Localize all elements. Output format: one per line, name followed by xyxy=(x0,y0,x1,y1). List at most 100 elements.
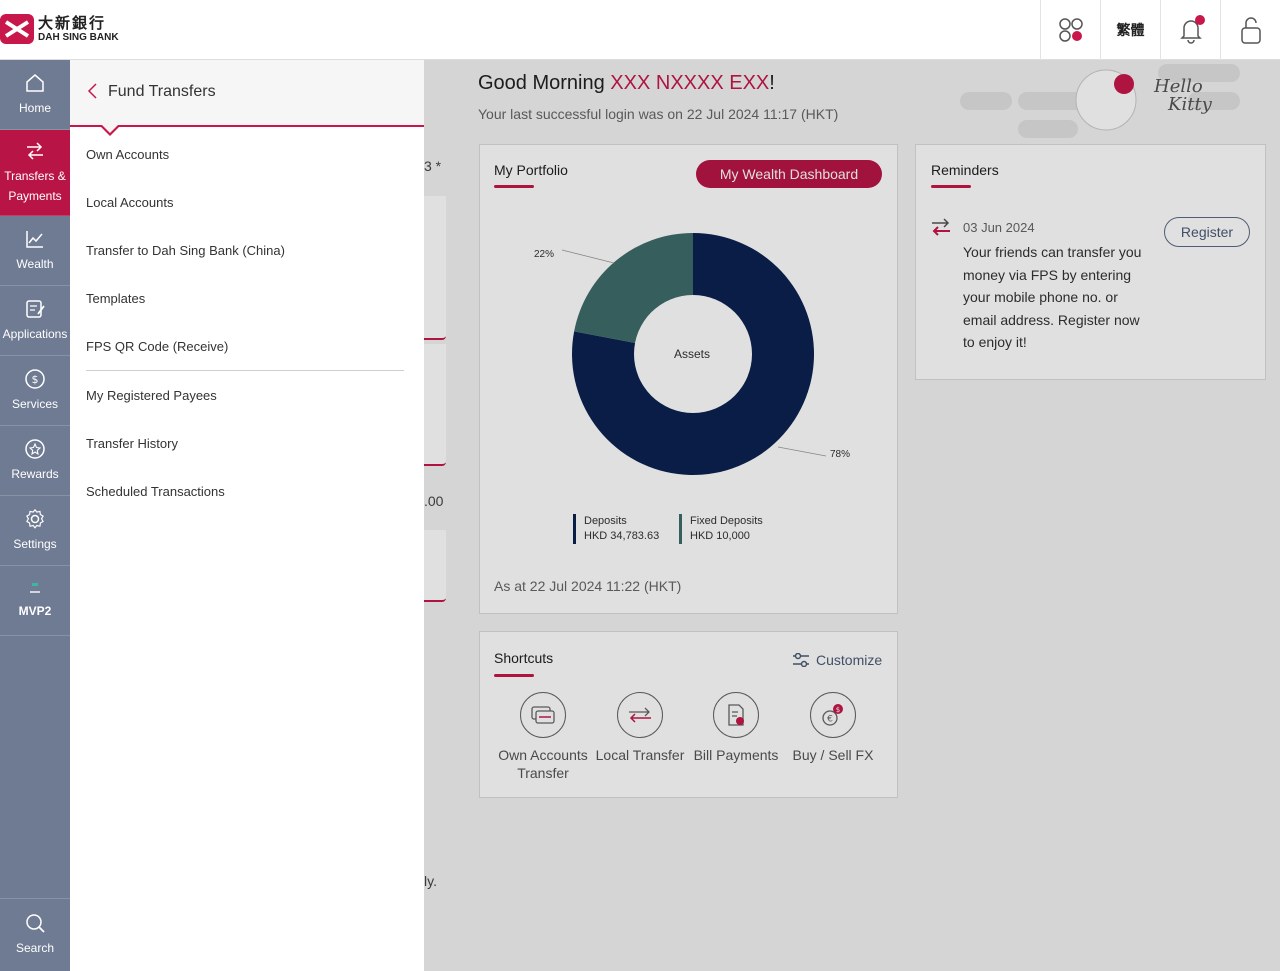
customer-name: XXX NXXXX EXX xyxy=(610,72,770,94)
reminders-card xyxy=(915,144,1266,380)
nav-label-home: Home xyxy=(18,100,51,115)
shortcuts-title: Shortcuts xyxy=(494,650,554,666)
customize-button[interactable]: Customize xyxy=(792,652,882,668)
fps-transfer-icon xyxy=(932,218,950,236)
portfolio-underline xyxy=(494,185,534,188)
legend-fixed-deposits-amount: HKD 10,000 xyxy=(690,530,750,542)
last-login: Your last successful login was on 22 Jul… xyxy=(478,106,839,122)
peek-card-3 xyxy=(424,530,446,602)
nav-item-applications[interactable]: Applications xyxy=(0,286,70,356)
peek-card-2 xyxy=(424,344,446,466)
search-icon xyxy=(26,914,45,933)
menu-scheduled-transactions[interactable]: Scheduled Transactions xyxy=(86,484,225,499)
donut-center-label: Assets xyxy=(674,347,710,361)
bank-logo[interactable]: 大新銀行 DAH SING BANK xyxy=(0,14,119,44)
mvp-icon xyxy=(30,582,40,593)
top-header: 大新銀行 DAH SING BANK 繁體 xyxy=(0,0,1280,60)
register-button[interactable]: Register xyxy=(1164,217,1250,247)
language-button[interactable]: 繁體 xyxy=(1100,0,1160,60)
slice-label-deposits: 78% xyxy=(830,449,850,460)
portfolio-title: My Portfolio xyxy=(494,162,568,178)
notifications-button[interactable] xyxy=(1160,0,1220,60)
nav-item-wealth[interactable]: Wealth xyxy=(0,216,70,286)
peek-card-1 xyxy=(424,196,446,340)
nav-item-mvp2[interactable]: MVP2 xyxy=(0,566,70,636)
apps-grid-icon xyxy=(1058,18,1083,42)
shortcut-bill-payments[interactable]: Bill Payments xyxy=(686,692,786,764)
nav-label-mvp2: MVP2 xyxy=(18,603,52,618)
nav-label-search: Search xyxy=(15,941,55,955)
star-icon xyxy=(25,438,45,459)
drawer-notch-inner xyxy=(102,125,118,133)
reminders-title: Reminders xyxy=(931,162,999,178)
home-icon xyxy=(26,73,44,92)
menu-own-accounts[interactable]: Own Accounts xyxy=(86,147,170,162)
portfolio-donut-chart: Assets 22% 78% xyxy=(534,233,850,475)
legend-deposits-amount: HKD 34,783.63 xyxy=(584,530,660,542)
bell-icon xyxy=(1179,15,1205,44)
legend-deposits: Deposits HKD 34,783.63 xyxy=(573,514,659,544)
left-nav: Home Transfers & Payments Wealth Applica… xyxy=(0,60,70,971)
reminder-text: Your friends can transfer you money via … xyxy=(963,244,1142,350)
greeting-suffix: ! xyxy=(769,72,775,94)
menu-local-accounts[interactable]: Local Accounts xyxy=(86,195,174,210)
shortcut-label: Local Transfer xyxy=(595,747,685,763)
menu-fps-qr-code[interactable]: FPS QR Code (Receive) xyxy=(86,339,229,354)
brand-chinese: 大新銀行 xyxy=(38,14,107,32)
nav-item-services[interactable]: $ Services xyxy=(0,356,70,426)
shortcut-buy-sell-fx[interactable]: € $ Buy / Sell FX xyxy=(783,692,883,764)
portfolio-as-of: As at 22 Jul 2024 11:22 (HKT) xyxy=(494,578,682,594)
customize-label: Customize xyxy=(816,652,883,668)
shortcut-label: Own Accounts Transfer xyxy=(498,747,588,781)
legend-deposits-name: Deposits xyxy=(584,515,627,527)
language-label: 繁體 xyxy=(1116,22,1145,38)
fund-transfers-drawer: Fund Transfers Own Accounts Local Accoun… xyxy=(70,60,424,971)
menu-divider xyxy=(86,370,404,371)
peek-text-a: 3 * xyxy=(424,158,442,174)
svg-text:$: $ xyxy=(836,706,840,714)
shortcut-label: Bill Payments xyxy=(693,747,779,763)
nav-item-transfers-payments[interactable]: Transfers & Payments xyxy=(0,130,70,216)
shortcut-label: Buy / Sell FX xyxy=(792,747,874,763)
chart-icon xyxy=(26,230,43,248)
svg-text:€: € xyxy=(827,715,833,725)
menu-transfer-history[interactable]: Transfer History xyxy=(86,436,178,451)
shortcut-local-transfer[interactable]: Local Transfer xyxy=(590,692,690,764)
reminders-underline xyxy=(931,185,971,188)
peek-text-b: .00 xyxy=(424,493,444,509)
logout-button[interactable] xyxy=(1220,0,1280,60)
dollar-icon: $ xyxy=(25,368,45,389)
logo-mark-icon xyxy=(0,14,34,44)
svg-text:$: $ xyxy=(32,373,39,386)
chevron-left-icon[interactable] xyxy=(86,82,100,100)
own-transfer-icon xyxy=(520,692,566,738)
wealth-dashboard-button[interactable]: My Wealth Dashboard xyxy=(696,160,882,188)
fx-icon: € $ xyxy=(810,692,856,738)
nav-item-rewards[interactable]: Rewards xyxy=(0,426,70,496)
menu-registered-payees[interactable]: My Registered Payees xyxy=(86,388,217,403)
slice-label-fixed-deposits: 22% xyxy=(534,249,554,260)
transfer-icon xyxy=(27,141,43,160)
peek-text-c: ly. xyxy=(424,873,437,889)
svg-text:Hello: Hello xyxy=(1153,76,1203,97)
nav-label-settings: Settings xyxy=(13,536,57,551)
greeting: Good Morning XXX NXXXX EXX! xyxy=(478,72,775,95)
shortcut-own-accounts-transfer[interactable]: Own Accounts Transfer xyxy=(493,692,593,782)
banner-decoration-icon: Hello Kitty xyxy=(960,64,1240,138)
apps-button[interactable] xyxy=(1040,0,1100,60)
nav-item-settings[interactable]: Settings xyxy=(0,496,70,566)
nav-item-search[interactable]: Search xyxy=(0,898,70,971)
menu-templates[interactable]: Templates xyxy=(86,291,146,306)
local-transfer-icon xyxy=(617,692,663,738)
legend-fixed-deposits: Fixed Deposits HKD 10,000 xyxy=(679,514,763,544)
menu-transfer-dah-sing-china[interactable]: Transfer to Dah Sing Bank (China) xyxy=(86,243,285,258)
brand-english: DAH SING BANK xyxy=(38,31,119,43)
nav-label-transfers: Transfers & Payments xyxy=(4,168,66,203)
nav-item-home[interactable]: Home xyxy=(0,60,70,130)
legend-fixed-deposits-name: Fixed Deposits xyxy=(690,515,763,527)
drawer-title: Fund Transfers xyxy=(108,83,216,100)
nav-label-services: Services xyxy=(11,396,58,411)
nav-label-applications: Applications xyxy=(2,326,68,341)
reminder-date: 03 Jun 2024 xyxy=(963,220,1035,235)
dim-overlay[interactable] xyxy=(424,60,1280,971)
